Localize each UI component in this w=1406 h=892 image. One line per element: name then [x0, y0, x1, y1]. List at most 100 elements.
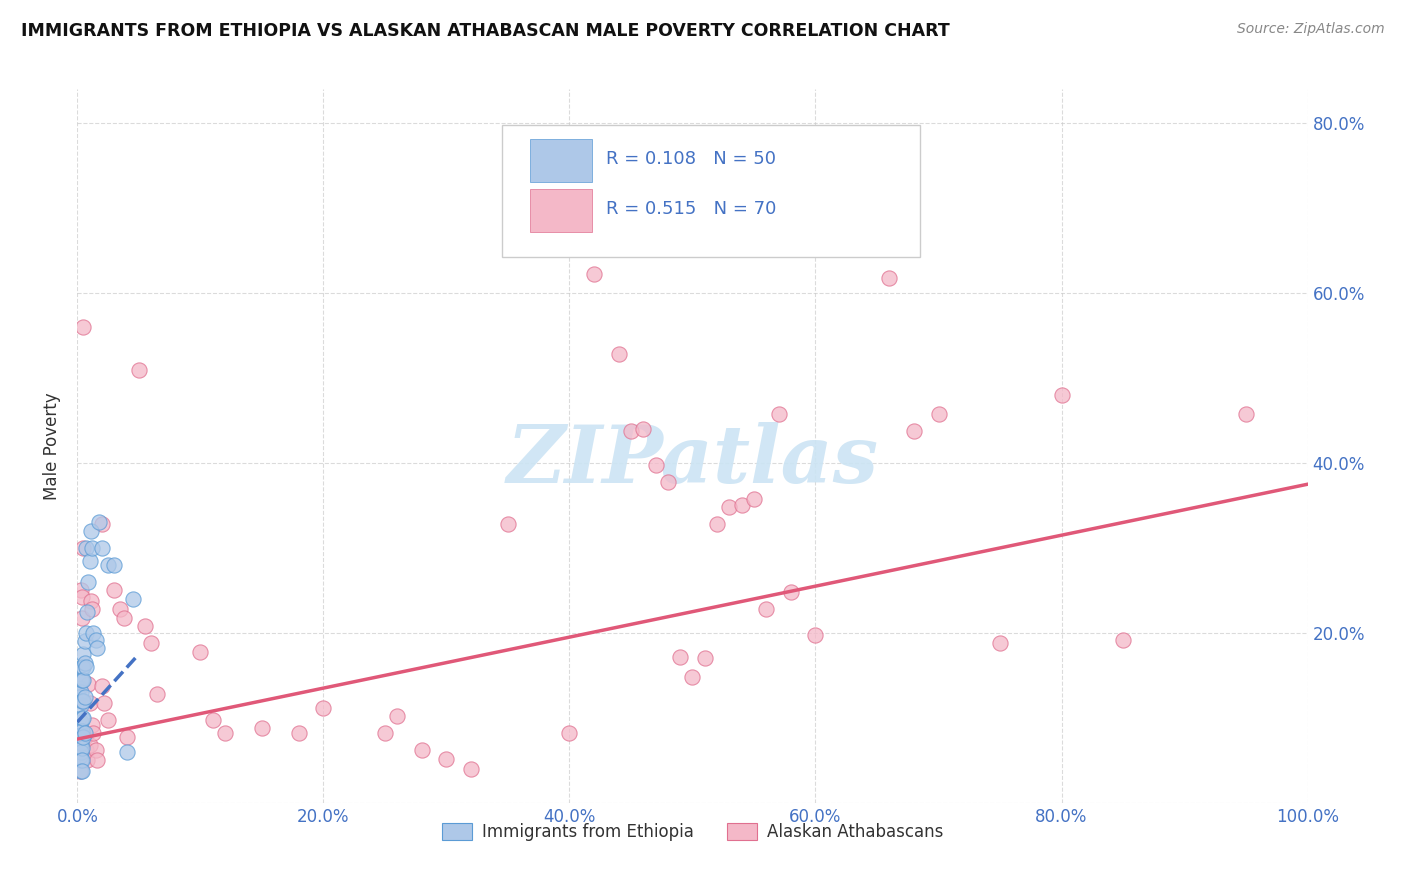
- Point: [1112, 632, 1135, 647]
- Point: [79, 738, 101, 752]
- Point: [115, 745, 138, 759]
- Point: [70, 685, 93, 699]
- Point: [82, 717, 104, 731]
- Point: [121, 591, 143, 606]
- Point: [72, 320, 94, 334]
- Text: R = 0.108   N = 50: R = 0.108 N = 50: [606, 150, 776, 168]
- Point: [75, 660, 97, 674]
- Point: [103, 558, 125, 572]
- Point: [72, 673, 94, 687]
- Point: [70, 728, 93, 742]
- Point: [90, 517, 114, 532]
- Point: [82, 626, 104, 640]
- Point: [77, 574, 100, 589]
- Point: [718, 500, 741, 515]
- Point: [80, 593, 103, 607]
- Point: [97, 713, 120, 727]
- Point: [70, 764, 93, 778]
- Point: [103, 583, 125, 598]
- Point: [70, 673, 93, 687]
- Point: [69, 749, 91, 764]
- Point: [86, 753, 108, 767]
- Text: Source: ZipAtlas.com: Source: ZipAtlas.com: [1237, 22, 1385, 37]
- Point: [70, 711, 93, 725]
- Point: [188, 644, 212, 658]
- Point: [411, 743, 433, 757]
- Point: [79, 554, 101, 568]
- Point: [436, 751, 458, 765]
- Point: [69, 740, 91, 755]
- FancyBboxPatch shape: [502, 125, 920, 257]
- Point: [70, 764, 93, 778]
- Point: [607, 347, 630, 361]
- Point: [115, 730, 138, 744]
- Text: R = 0.515   N = 70: R = 0.515 N = 70: [606, 200, 776, 218]
- Point: [82, 541, 104, 555]
- Point: [90, 679, 114, 693]
- Point: [644, 458, 666, 472]
- Point: [128, 362, 150, 376]
- Point: [70, 694, 93, 708]
- Point: [110, 602, 132, 616]
- Point: [70, 740, 93, 755]
- Point: [82, 602, 104, 616]
- Point: [682, 670, 704, 684]
- Text: IMMIGRANTS FROM ETHIOPIA VS ALASKAN ATHABASCAN MALE POVERTY CORRELATION CHART: IMMIGRANTS FROM ETHIOPIA VS ALASKAN ATHA…: [21, 22, 950, 40]
- Point: [72, 694, 94, 708]
- Point: [86, 641, 108, 656]
- Point: [69, 743, 91, 757]
- Point: [70, 745, 93, 759]
- Point: [146, 687, 169, 701]
- Point: [755, 602, 778, 616]
- Point: [112, 610, 135, 624]
- Point: [90, 541, 114, 555]
- Point: [84, 743, 107, 757]
- Point: [141, 636, 163, 650]
- Point: [70, 730, 93, 744]
- Point: [80, 524, 103, 538]
- Point: [214, 726, 236, 740]
- Point: [75, 626, 97, 640]
- Point: [731, 499, 754, 513]
- Point: [583, 268, 606, 282]
- Point: [72, 730, 94, 744]
- Point: [385, 709, 409, 723]
- Point: [73, 634, 96, 648]
- Point: [75, 541, 97, 555]
- Point: [780, 585, 803, 599]
- Point: [70, 753, 93, 767]
- Point: [70, 610, 93, 624]
- Point: [903, 424, 925, 438]
- Point: [75, 743, 97, 757]
- Point: [1234, 407, 1257, 421]
- Point: [67, 690, 90, 704]
- Point: [841, 176, 863, 190]
- Point: [70, 723, 93, 738]
- Point: [69, 732, 91, 747]
- Point: [73, 726, 96, 740]
- Point: [89, 516, 111, 530]
- FancyBboxPatch shape: [530, 139, 592, 182]
- FancyBboxPatch shape: [530, 189, 592, 232]
- Point: [67, 681, 90, 695]
- Point: [93, 696, 115, 710]
- Point: [879, 270, 901, 285]
- Point: [804, 627, 827, 641]
- Point: [73, 690, 96, 704]
- Point: [620, 424, 643, 438]
- Point: [558, 726, 581, 740]
- Point: [201, 713, 224, 727]
- Point: [134, 619, 156, 633]
- Point: [70, 660, 93, 674]
- Point: [633, 422, 655, 436]
- Point: [73, 730, 96, 744]
- Point: [72, 660, 94, 674]
- Point: [374, 726, 396, 740]
- Point: [76, 605, 98, 619]
- Point: [77, 677, 100, 691]
- Point: [669, 649, 692, 664]
- Point: [72, 647, 94, 661]
- Point: [288, 726, 311, 740]
- Point: [69, 723, 91, 738]
- Point: [70, 583, 93, 598]
